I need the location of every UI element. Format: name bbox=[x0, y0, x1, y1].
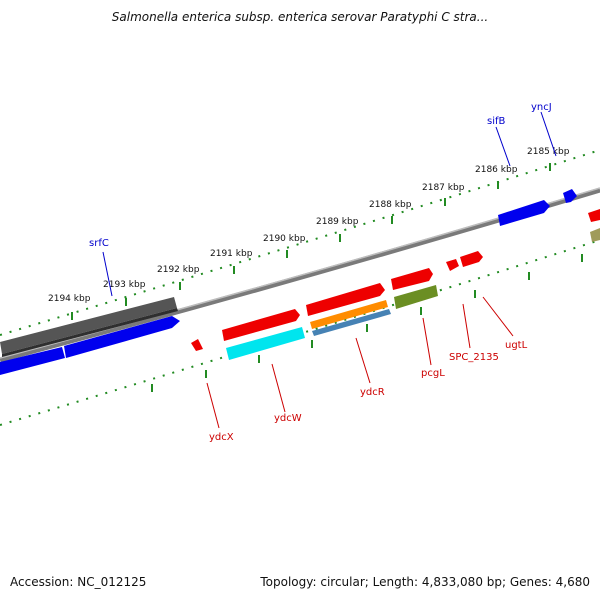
gene-red-edge[interactable] bbox=[588, 209, 600, 222]
tick-label: 2187 kbp bbox=[422, 183, 465, 193]
gene-red-1[interactable] bbox=[222, 309, 300, 341]
gene-gray-block-shade bbox=[2, 308, 178, 357]
gene-olive-pcgL[interactable] bbox=[394, 285, 438, 309]
gene-red-3[interactable] bbox=[391, 268, 433, 290]
topology-text: Topology: circular; Length: 4,833,080 bp… bbox=[260, 575, 590, 589]
leader-ydcR bbox=[355, 337, 371, 384]
gene-label-SPC_2135[interactable]: SPC_2135 bbox=[449, 352, 499, 363]
gene-label-sifB[interactable]: sifB bbox=[487, 116, 506, 127]
leader-yncJ bbox=[540, 111, 557, 157]
map-title: Salmonella enterica subsp. enterica sero… bbox=[111, 10, 489, 24]
tick-label: 2193 kbp bbox=[103, 280, 146, 290]
gene-label-pcgL[interactable]: pcgL bbox=[421, 368, 445, 379]
gene-red-2[interactable] bbox=[306, 283, 385, 316]
gene-orange[interactable] bbox=[310, 300, 388, 329]
gene-blue-left[interactable] bbox=[0, 347, 65, 375]
leader-ugtL bbox=[482, 296, 514, 337]
gene-red-4[interactable] bbox=[446, 259, 459, 271]
tick-label: 2194 kbp bbox=[48, 294, 91, 304]
gene-label-srfC[interactable]: srfC bbox=[89, 238, 109, 249]
tick-label: 2189 kbp bbox=[316, 217, 359, 227]
leader-pcgL bbox=[422, 317, 432, 366]
leader-sifB bbox=[495, 126, 511, 167]
gene-khaki-edge[interactable] bbox=[590, 228, 600, 242]
leader-SPC_2135 bbox=[462, 303, 471, 349]
forward-features bbox=[0, 189, 600, 375]
gene-label-ugtL[interactable]: ugtL bbox=[505, 340, 528, 351]
gene-red-ydcX[interactable] bbox=[191, 339, 203, 351]
reverse-features bbox=[191, 285, 438, 360]
gene-blue-srfC[interactable] bbox=[64, 316, 180, 358]
tick-label: 2188 kbp bbox=[369, 200, 412, 210]
gene-label-ydcW[interactable]: ydcW bbox=[274, 413, 302, 424]
tick-label: 2186 kbp bbox=[475, 165, 518, 175]
tick-label: 2190 kbp bbox=[263, 234, 306, 244]
leader-ydcW bbox=[271, 363, 286, 413]
gene-blue-yncJ[interactable] bbox=[563, 189, 577, 203]
gene-blue-sifB[interactable] bbox=[498, 200, 550, 226]
reverse-major-ticks bbox=[151, 254, 583, 392]
gene-red-5[interactable] bbox=[460, 251, 483, 267]
gene-label-ydcR[interactable]: ydcR bbox=[360, 387, 385, 398]
leader-srfC bbox=[102, 251, 113, 297]
tick-label: 2185 kbp bbox=[527, 147, 570, 157]
gene-label-yncJ[interactable]: yncJ bbox=[531, 102, 552, 113]
accession-text: Accession: NC_012125 bbox=[10, 575, 147, 589]
leader-ydcX bbox=[206, 382, 220, 429]
gene-label-ydcX[interactable]: ydcX bbox=[209, 432, 234, 443]
tick-label: 2192 kbp bbox=[157, 265, 200, 275]
forward-major-ticks bbox=[71, 163, 551, 320]
gene-gray-block[interactable] bbox=[0, 297, 177, 354]
gene-cyan-ydcW[interactable] bbox=[226, 327, 305, 360]
gene-steelblue-ydcR[interactable] bbox=[312, 309, 391, 336]
tick-label: 2191 kbp bbox=[210, 249, 253, 259]
